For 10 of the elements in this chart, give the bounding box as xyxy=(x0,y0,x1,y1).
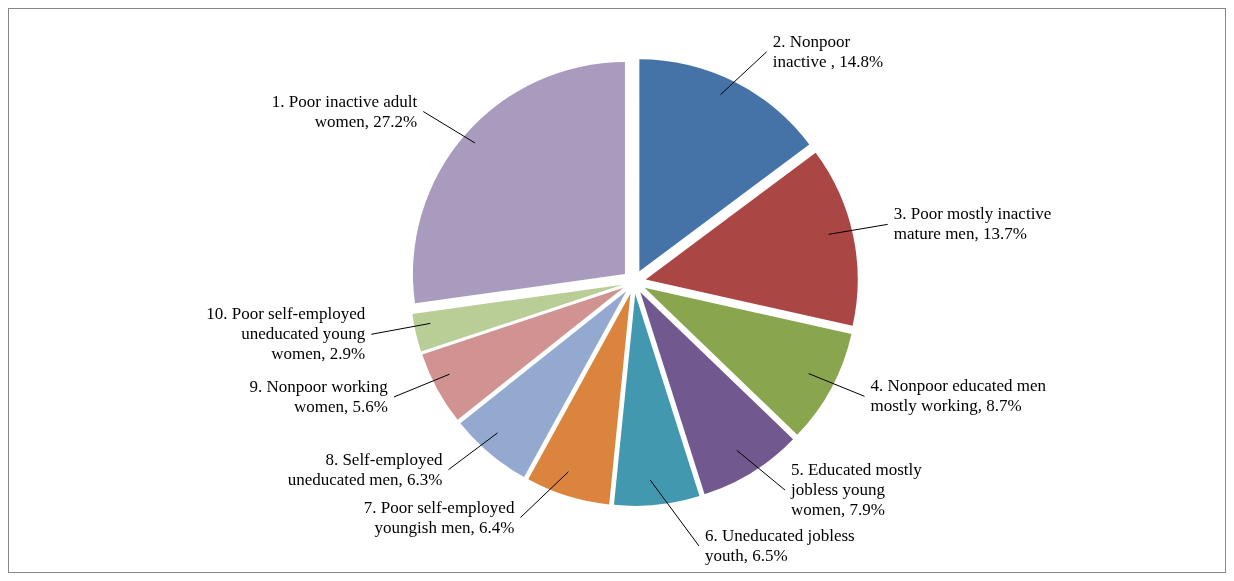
slice-label: 6. Uneducated jobless youth, 6.5% xyxy=(705,526,855,565)
slice-label: 5. Educated mostly jobless young women, 7.9% xyxy=(789,460,923,519)
slice-label: 10. Poor self-employed uneducated young women, 2.9% xyxy=(206,304,366,364)
slice-label: 4. Nonpoor educated men mostly working, 8.7% xyxy=(870,376,1047,416)
slice-label: 8. Self-employed uneducated men, 6.3% xyxy=(287,449,443,489)
slice-label: 1. Poor inactive adult women, 27.2% xyxy=(271,91,418,131)
slice-label: 3. Poor mostly inactive mature men, 13.7% xyxy=(893,204,1052,244)
slice-label: 2. Nonpoor inactive , 14.8% xyxy=(772,31,884,71)
slice-label: 7. Poor self-employed youngish men, 6.4% xyxy=(363,497,515,537)
slice-label: 9. Nonpoor working women, 5.6% xyxy=(249,377,389,417)
